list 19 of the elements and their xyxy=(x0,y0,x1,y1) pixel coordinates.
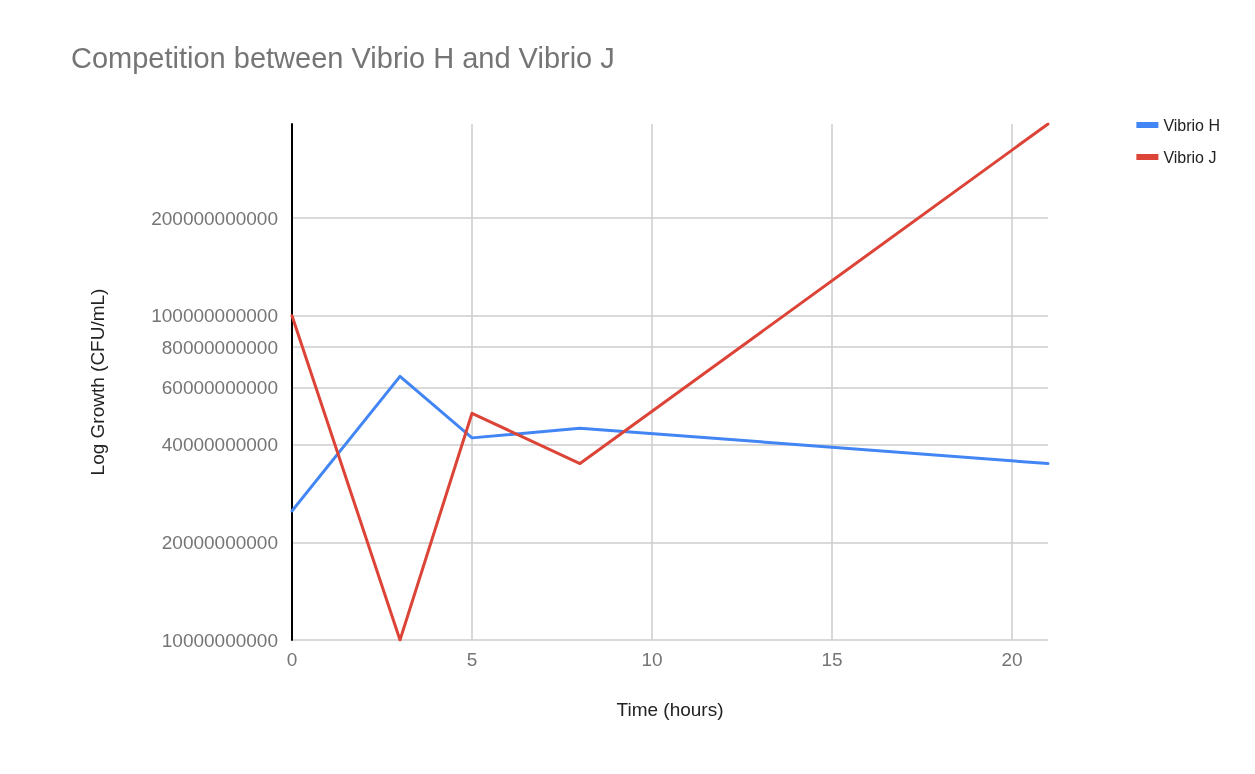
x-axis-title: Time (hours) xyxy=(616,699,724,720)
x-tick-label: 10 xyxy=(641,649,663,670)
y-tick-label: 80000000000 xyxy=(161,336,278,358)
legend-label: Vibrio H xyxy=(1163,116,1221,134)
line-series xyxy=(290,374,1050,513)
y-tick-label: 200000000000 xyxy=(151,207,278,229)
y-tick-label: 10000000000 xyxy=(161,629,278,651)
y-axis-title: Log Growth (CFU/mL) xyxy=(87,288,108,476)
y-tick-label: 20000000000 xyxy=(161,531,278,553)
y-tick-label: 40000000000 xyxy=(161,434,278,456)
line-series xyxy=(290,122,1050,642)
y-tick-label: 60000000000 xyxy=(161,377,278,399)
x-tick-label: 0 xyxy=(286,649,298,670)
x-tick-label: 15 xyxy=(821,649,843,670)
x-tick-label: 20 xyxy=(1001,649,1023,670)
legend-label: Vibrio J xyxy=(1163,148,1217,166)
chart-title: Competition between Vibrio H and Vibrio J xyxy=(71,41,615,74)
y-tick-label: 100000000000 xyxy=(151,305,278,327)
x-tick-label: 5 xyxy=(466,649,478,670)
